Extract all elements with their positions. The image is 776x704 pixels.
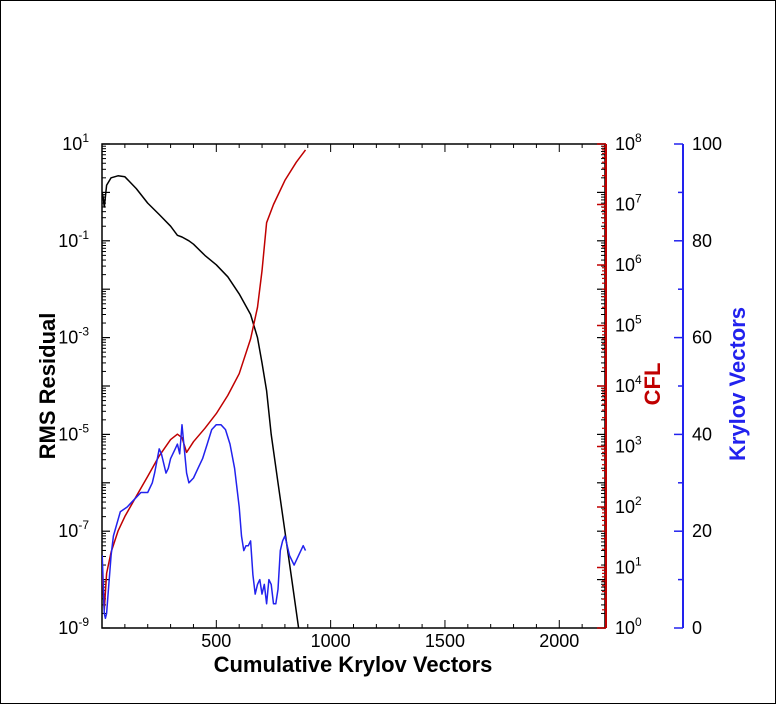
krylov-tick-label: 100: [692, 134, 722, 154]
cfl-tick-label: 102: [615, 494, 642, 517]
cfl-tick-label: 105: [615, 313, 642, 336]
krylov-tick-label: 20: [692, 521, 712, 541]
x-tick-label: 1000: [311, 631, 351, 651]
left-axis: 101 10-1 10-3 10-5 10-7 10-9: [58, 131, 605, 638]
cfl-axis: 108 107 106 105 104 103 102 101 100: [597, 131, 642, 638]
cfl-line: [102, 149, 307, 611]
cfl-axis-title: CFL: [640, 363, 665, 406]
krylov-tick-label: 0: [692, 618, 702, 638]
krylov-tick-label: 80: [692, 231, 712, 251]
left-tick-label: 10-7: [58, 518, 89, 541]
cfl-tick-label: 100: [615, 615, 642, 638]
cfl-tick-label: 108: [615, 131, 642, 154]
left-tick-label: 101: [62, 131, 89, 154]
cfl-tick-label: 101: [615, 555, 642, 578]
x-axis: 500 1000 1500 2000: [124, 144, 583, 651]
cfl-tick-label: 107: [615, 192, 642, 215]
krylov-tick-label: 60: [692, 328, 712, 348]
x-tick-label: 1500: [425, 631, 465, 651]
cfl-tick-label: 104: [615, 373, 642, 396]
x-tick-label: 500: [201, 631, 231, 651]
x-tick-label: 2000: [539, 631, 579, 651]
residual-line: [102, 175, 300, 628]
left-tick-label: 10-3: [58, 325, 89, 348]
krylov-axis: 100 80 60 40 20 0: [674, 134, 722, 638]
plot-area: [101, 143, 606, 629]
left-tick-label: 10-9: [58, 615, 89, 638]
krylov-axis-title: Krylov Vectors: [725, 307, 750, 461]
cfl-tick-label: 106: [615, 252, 642, 275]
krylov-tick-label: 40: [692, 424, 712, 444]
cfl-tick-label: 103: [615, 434, 642, 457]
left-axis-title: RMS Residual: [35, 313, 60, 460]
left-tick-label: 10-5: [58, 421, 89, 444]
x-axis-title: Cumulative Krylov Vectors: [214, 652, 493, 677]
left-tick-label: 10-1: [58, 228, 89, 251]
series-group: [102, 149, 307, 628]
krylov-line: [102, 423, 307, 620]
